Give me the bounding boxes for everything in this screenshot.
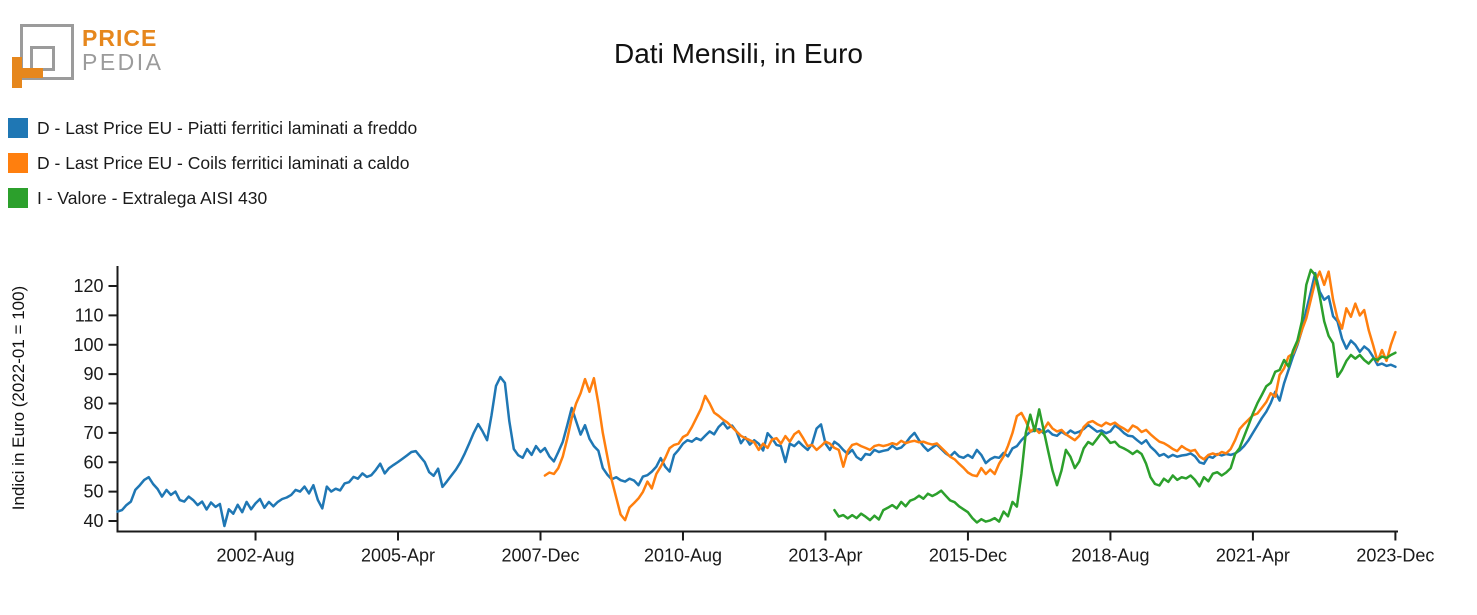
legend-swatch-green-icon: [8, 188, 28, 208]
y-tick-label: 90: [83, 364, 103, 384]
series-line-1: [543, 270, 1397, 522]
y-tick-label: 100: [73, 335, 103, 355]
legend-label: D - Last Price EU - Coils ferritici lami…: [37, 152, 410, 173]
x-tick-label: 2007-Dec: [501, 546, 579, 566]
y-tick-label: 60: [83, 452, 103, 472]
chart-title: Dati Mensili, in Euro: [614, 38, 863, 69]
logo-orange-corner-icon: [12, 68, 43, 78]
legend-item-coils-ferritici: D - Last Price EU - Coils ferritici lami…: [8, 153, 417, 173]
x-tick-label: 2015-Dec: [929, 546, 1007, 566]
series-line-2: [833, 268, 1397, 524]
y-tick-label: 70: [83, 423, 103, 443]
y-tick-label: 40: [83, 511, 103, 531]
logo-text-price: PRICE: [82, 25, 158, 51]
series-line-0: [116, 271, 1397, 528]
logo-text-pedia: PEDIA: [82, 49, 164, 75]
y-tick-label: 50: [83, 482, 103, 502]
x-tick-label: 2018-Aug: [1071, 546, 1149, 566]
pricepedia-logo: PRICE PEDIA: [0, 0, 230, 95]
legend-item-piatti-ferritici: D - Last Price EU - Piatti ferritici lam…: [8, 118, 417, 138]
legend-swatch-orange-icon: [8, 153, 28, 173]
legend-item-extralega-aisi430: I - Valore - Extralega AISI 430: [8, 188, 417, 208]
x-tick-label: 2010-Aug: [644, 546, 722, 566]
x-tick-label: 2013-Apr: [788, 546, 862, 566]
x-tick-label: 2005-Apr: [361, 546, 435, 566]
y-tick-label: 120: [73, 276, 103, 296]
chart-legend: D - Last Price EU - Piatti ferritici lam…: [8, 118, 417, 223]
legend-swatch-blue-icon: [8, 118, 28, 138]
y-tick-label: 80: [83, 394, 103, 414]
x-tick-label: 2023-Dec: [1356, 546, 1434, 566]
logo-outer-square-icon: [20, 24, 74, 80]
x-tick-label: 2021-Apr: [1216, 546, 1290, 566]
y-tick-label: 110: [75, 305, 104, 325]
legend-label: I - Valore - Extralega AISI 430: [37, 187, 268, 208]
legend-label: D - Last Price EU - Piatti ferritici lam…: [37, 117, 418, 138]
x-tick-label: 2002-Aug: [216, 546, 294, 566]
